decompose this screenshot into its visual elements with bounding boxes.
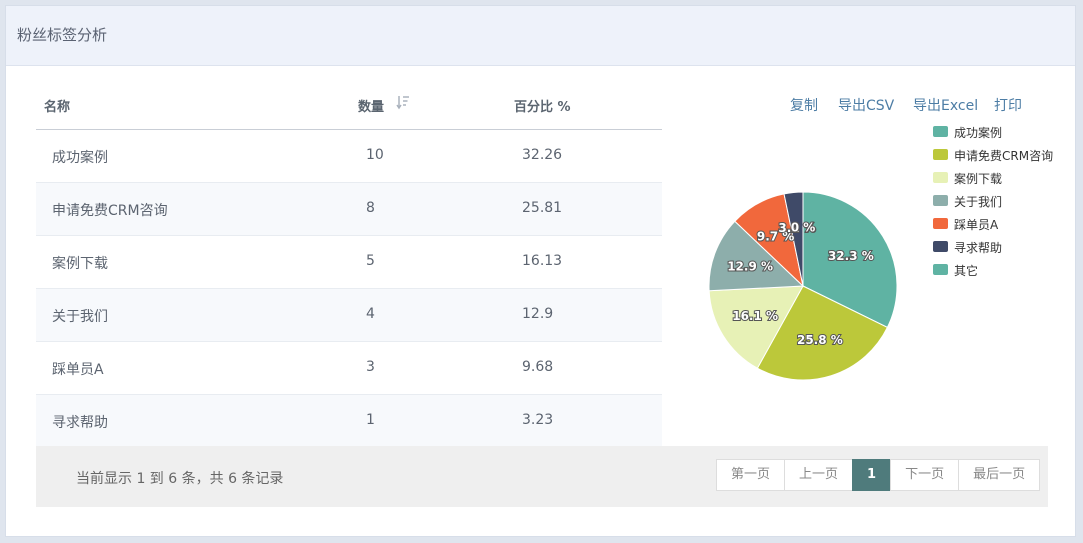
- fans-tag-panel: 粉丝标签分析 名称 数量 百分比 % 成功案例 10 32.26 申请免费CRM…: [5, 5, 1076, 537]
- cell-percent: 25.81: [522, 200, 563, 216]
- table-row: 成功案例 10 32.26: [36, 130, 662, 183]
- cell-count: 4: [366, 306, 375, 322]
- pie-data-label: 32.3 %: [828, 249, 874, 263]
- legend-swatch: [933, 264, 948, 275]
- table-row: 申请免费CRM咨询 8 25.81: [36, 183, 662, 236]
- column-header-count[interactable]: 数量: [358, 100, 385, 115]
- record-count-info: 当前显示 1 到 6 条，共 6 条记录: [76, 471, 284, 487]
- prev-page-button[interactable]: 上一页: [784, 459, 854, 491]
- pie-slice[interactable]: [708, 220, 805, 292]
- cell-percent: 12.9: [522, 306, 554, 322]
- export-excel-button[interactable]: 导出Excel: [913, 98, 979, 114]
- cell-percent: 9.68: [522, 359, 554, 375]
- legend-swatch: [933, 195, 948, 206]
- cell-name: 案例下载: [52, 256, 108, 272]
- pie-slice[interactable]: [802, 191, 898, 329]
- pagination: 第一页 上一页 1 下一页 最后一页: [716, 459, 1041, 491]
- next-page-button[interactable]: 下一页: [890, 459, 960, 491]
- current-page-button[interactable]: 1: [852, 459, 892, 491]
- pie-data-label: 12.9 %: [727, 259, 773, 273]
- legend-label: 成功案例: [954, 126, 1003, 140]
- column-header-percent[interactable]: 百分比 %: [514, 100, 571, 115]
- cell-count: 1: [366, 412, 375, 428]
- column-header-name[interactable]: 名称: [44, 100, 71, 115]
- pie-data-label: 25.8 %: [797, 333, 843, 347]
- pie-data-label: 3.2 %: [778, 221, 815, 235]
- print-button[interactable]: 打印: [994, 98, 1022, 114]
- panel-title: 粉丝标签分析: [6, 6, 1075, 66]
- cell-percent: 16.13: [522, 253, 563, 269]
- cell-count: 8: [366, 200, 375, 216]
- table-row: 案例下载 5 16.13: [36, 236, 662, 289]
- pie-slice[interactable]: [708, 285, 804, 369]
- legend-swatch: [933, 218, 948, 229]
- data-table: 名称 数量 百分比 % 成功案例 10 32.26 申请免费CRM咨询 8 25…: [36, 81, 662, 447]
- legend-label: 申请免费CRM咨询: [954, 149, 1054, 163]
- legend-label: 寻求帮助: [954, 241, 1003, 255]
- legend-label: 其它: [954, 264, 979, 278]
- cell-name: 踩单员A: [52, 362, 104, 378]
- table-row: 寻求帮助 1 3.23: [36, 395, 662, 447]
- cell-name: 寻求帮助: [52, 415, 108, 431]
- pie-data-label: 16.1 %: [732, 309, 778, 323]
- cell-name: 关于我们: [52, 309, 108, 325]
- sort-icon[interactable]: [396, 94, 410, 110]
- table-row: 关于我们 4 12.9: [36, 289, 662, 342]
- pie-slice[interactable]: [756, 285, 889, 381]
- cell-count: 5: [366, 253, 375, 269]
- pie-data-label: 9.7 %: [757, 230, 794, 244]
- export-csv-button[interactable]: 导出CSV: [838, 98, 895, 114]
- legend-swatch: [933, 241, 948, 252]
- last-page-button[interactable]: 最后一页: [958, 459, 1041, 491]
- cell-percent: 32.26: [522, 147, 563, 163]
- cell-count: 3: [366, 359, 375, 375]
- legend-label: 踩单员A: [954, 218, 999, 232]
- table-footer: 当前显示 1 到 6 条，共 6 条记录 第一页 上一页 1 下一页 最后一页: [36, 446, 1048, 507]
- first-page-button[interactable]: 第一页: [716, 459, 786, 491]
- cell-name: 申请免费CRM咨询: [52, 203, 168, 219]
- pie-chart: 32.3 % 25.8 % 16.1 % 12.9 % 9.7 %3.2 %0 %: [708, 191, 898, 381]
- cell-percent: 3.23: [522, 412, 554, 428]
- legend-swatch: [933, 149, 948, 160]
- legend-swatch: [933, 172, 948, 183]
- copy-button[interactable]: 复制: [790, 98, 818, 114]
- legend-swatch: [933, 126, 948, 137]
- table-header: 名称 数量 百分比 %: [36, 81, 662, 130]
- table-row: 踩单员A 3 9.68: [36, 342, 662, 395]
- legend-label: 关于我们: [954, 195, 1003, 209]
- pie-slice[interactable]: [783, 191, 804, 287]
- legend-label: 案例下载: [954, 172, 1003, 186]
- cell-name: 成功案例: [52, 150, 108, 166]
- pie-data-label: 0 %: [791, 221, 816, 235]
- cell-count: 10: [366, 147, 384, 163]
